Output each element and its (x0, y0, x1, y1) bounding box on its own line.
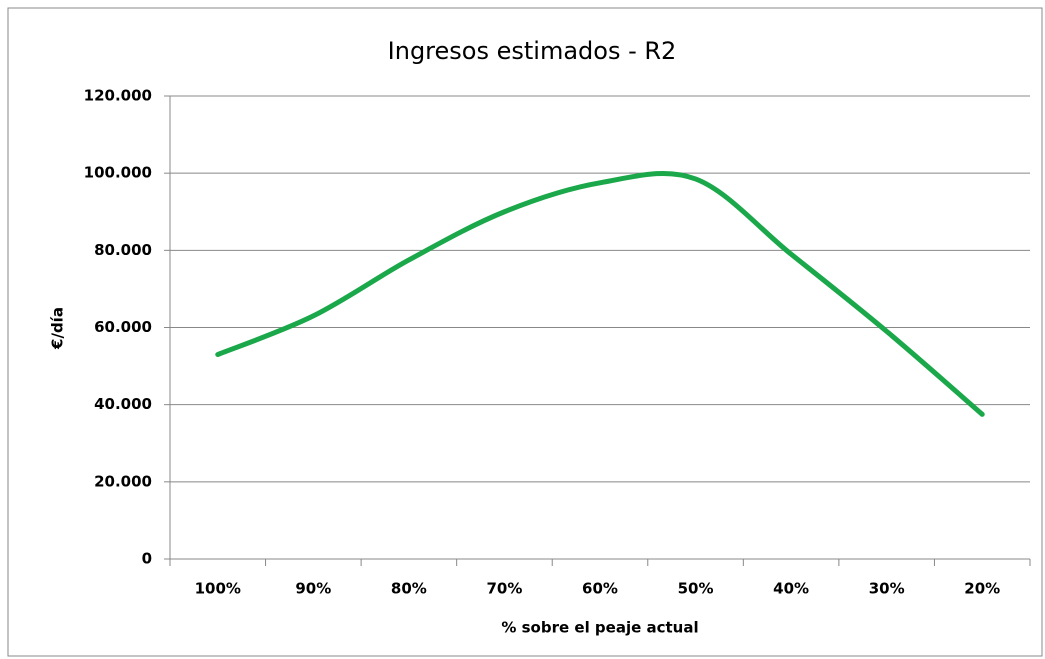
y-tick-label: 40.000 (94, 395, 152, 413)
chart-frame (7, 7, 1043, 657)
x-tick-label: 100% (195, 580, 241, 598)
y-tick-label: 20.000 (94, 472, 152, 490)
x-tick-label: 90% (295, 580, 331, 598)
y-tick-label: 120.000 (84, 87, 152, 105)
y-axis-label: €/día (49, 307, 67, 350)
x-axis-label: % sobre el peaje actual (501, 619, 698, 637)
x-tick-label: 30% (869, 580, 905, 598)
x-tick-label: 80% (391, 580, 427, 598)
y-tick-label: 0 (142, 550, 152, 568)
x-tick-label: 20% (964, 580, 1000, 598)
x-tick-label: 40% (773, 580, 809, 598)
x-tick-label: 60% (582, 580, 618, 598)
x-tick-label: 70% (486, 580, 522, 598)
series-line (215, 171, 985, 417)
x-tick-label: 50% (678, 580, 714, 598)
chart-title: Ingresos estimados - R2 (388, 37, 677, 65)
y-tick-label: 60.000 (94, 318, 152, 336)
y-tick-label: 80.000 (94, 241, 152, 259)
y-tick-label: 100.000 (84, 164, 152, 182)
